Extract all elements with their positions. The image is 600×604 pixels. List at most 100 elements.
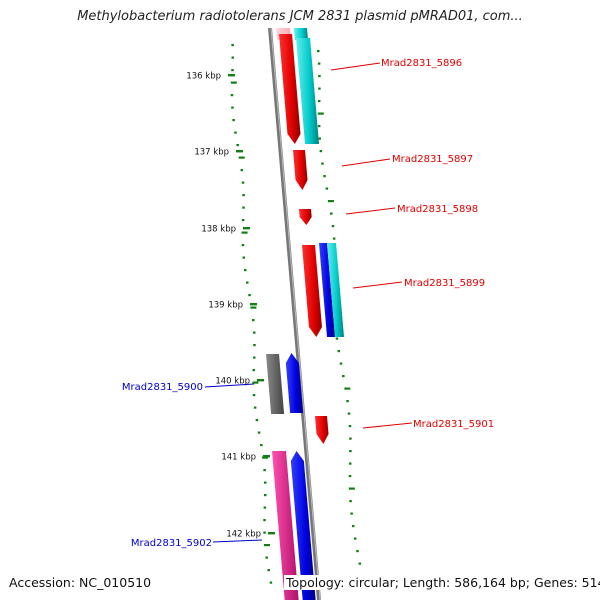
gc-dot <box>264 544 271 547</box>
skew-dot <box>318 75 321 78</box>
gene-leader-line <box>204 383 255 388</box>
skew-dot <box>346 400 349 403</box>
gc-dot <box>234 131 237 134</box>
gc-dot <box>241 181 245 184</box>
gc-dot <box>252 369 256 372</box>
plasmid-backbone <box>268 27 321 601</box>
skew-dot <box>349 450 352 453</box>
gc-dot <box>241 244 245 247</box>
gene-label-Mrad2831_5898[interactable]: Mrad2831_5898 <box>397 204 478 215</box>
skew-dot <box>342 375 345 378</box>
gene-leader-line <box>212 539 263 543</box>
ruler-label: 142 kbp <box>226 530 261 540</box>
gc-dot <box>262 456 269 459</box>
map-title: Methylobacterium radiotolerans JCM 2831 … <box>77 9 523 24</box>
skew-dot <box>327 200 334 203</box>
ruler-label: 137 kbp <box>194 148 229 158</box>
gc-dot <box>252 394 256 397</box>
gc-dot <box>250 306 257 309</box>
skew-dot <box>332 237 336 240</box>
gc-dot <box>255 419 259 422</box>
gc-dot <box>252 331 256 334</box>
gene-Mrad2831_5900-arrow[interactable] <box>285 353 304 413</box>
skew-dot <box>348 487 355 490</box>
ruler-tick <box>228 74 235 77</box>
gc-dot <box>241 231 248 234</box>
gc-dot <box>252 381 259 384</box>
cog-blue-bar-5899[interactable] <box>319 243 335 337</box>
gene-leader-line <box>362 422 413 429</box>
gene-leader-line <box>345 207 396 215</box>
skew-dot <box>317 62 321 65</box>
gene-features <box>266 28 344 600</box>
skew-dot <box>356 550 359 553</box>
gc-dot <box>242 256 245 259</box>
gc-dot <box>267 569 270 572</box>
cog-cyan-bar-5899[interactable] <box>327 243 344 337</box>
cog-cyan-bar[interactable] <box>296 38 320 144</box>
gene-Mrad2831_5902-arrow[interactable] <box>290 451 316 600</box>
skew-dot <box>321 162 324 165</box>
gc-dot <box>231 106 234 109</box>
skew-dot <box>348 462 352 465</box>
ruler-tick <box>250 303 257 306</box>
skew-dot <box>347 412 351 415</box>
cog-cyan-bar-top[interactable] <box>294 28 309 40</box>
skew-dot <box>318 137 321 140</box>
ruler-tick <box>268 532 275 535</box>
cog-pink-bar-5902[interactable] <box>272 451 299 600</box>
gc-dot <box>242 206 245 209</box>
gc-dot <box>231 44 234 47</box>
gc-dot <box>248 294 251 297</box>
gene-label-Mrad2831_5899[interactable]: Mrad2831_5899 <box>404 278 485 289</box>
gene-Mrad2831_5897-arrow[interactable] <box>293 150 308 190</box>
cog-gray-bar-5900[interactable] <box>266 354 285 414</box>
ruler-label: 140 kbp <box>215 377 250 387</box>
gc-dot <box>243 269 247 272</box>
gc-dot <box>236 144 239 147</box>
gc-skew-dots <box>316 50 369 590</box>
gc-dot <box>260 444 263 447</box>
gene-label-Mrad2831_5901[interactable]: Mrad2831_5901 <box>413 419 494 430</box>
gene-label-Mrad2831_5900[interactable]: Mrad2831_5900 <box>122 382 203 393</box>
plasmid-backbone-highlight <box>270 27 321 601</box>
skew-dot <box>323 175 326 178</box>
gc-dot <box>246 281 249 284</box>
gc-dot <box>253 344 256 347</box>
gene-label-Mrad2831_5896[interactable]: Mrad2831_5896 <box>381 58 462 69</box>
gene-label-Mrad2831_5902[interactable]: Mrad2831_5902 <box>131 538 212 549</box>
skew-dot <box>337 350 341 353</box>
gc-dot <box>230 81 237 84</box>
gene-Mrad2831_5896-arrow[interactable] <box>279 34 301 144</box>
skew-dot <box>318 87 321 90</box>
ruler-label: 139 kbp <box>208 301 243 311</box>
gc-dot <box>252 356 256 359</box>
skew-dot <box>348 425 352 428</box>
gene-leader-line <box>341 158 391 167</box>
gc-dot <box>231 56 235 59</box>
ruler-label: 136 kbp <box>186 72 221 82</box>
gene-labels: Mrad2831_5896 Mrad2831_5897 Mrad2831_5898 M… <box>122 58 494 549</box>
skew-dot <box>325 187 329 190</box>
gc-dot <box>263 494 267 497</box>
gc-dot <box>263 469 266 472</box>
gene-label-Mrad2831_5897[interactable]: Mrad2831_5897 <box>392 154 473 165</box>
skew-dot <box>316 50 320 53</box>
gene-Mrad2831_5898-arrow[interactable] <box>299 209 312 225</box>
ruler-tick <box>257 379 264 382</box>
gene-leader-line <box>330 62 381 71</box>
ruler-tick <box>243 227 250 230</box>
skew-dot <box>349 437 352 440</box>
gc-dot <box>252 319 255 322</box>
gc-dot <box>230 94 234 97</box>
gc-dot <box>241 219 245 222</box>
gene-Mrad2831_5899-arrow[interactable] <box>302 245 322 337</box>
gene-Mrad2831_5901-arrow[interactable] <box>315 416 329 444</box>
skew-dot <box>339 362 343 365</box>
gc-dot <box>238 156 245 159</box>
skew-dot <box>317 125 321 128</box>
gene-leader-line <box>352 281 403 289</box>
ruler-tick <box>263 455 270 458</box>
gc-dot <box>263 481 267 484</box>
